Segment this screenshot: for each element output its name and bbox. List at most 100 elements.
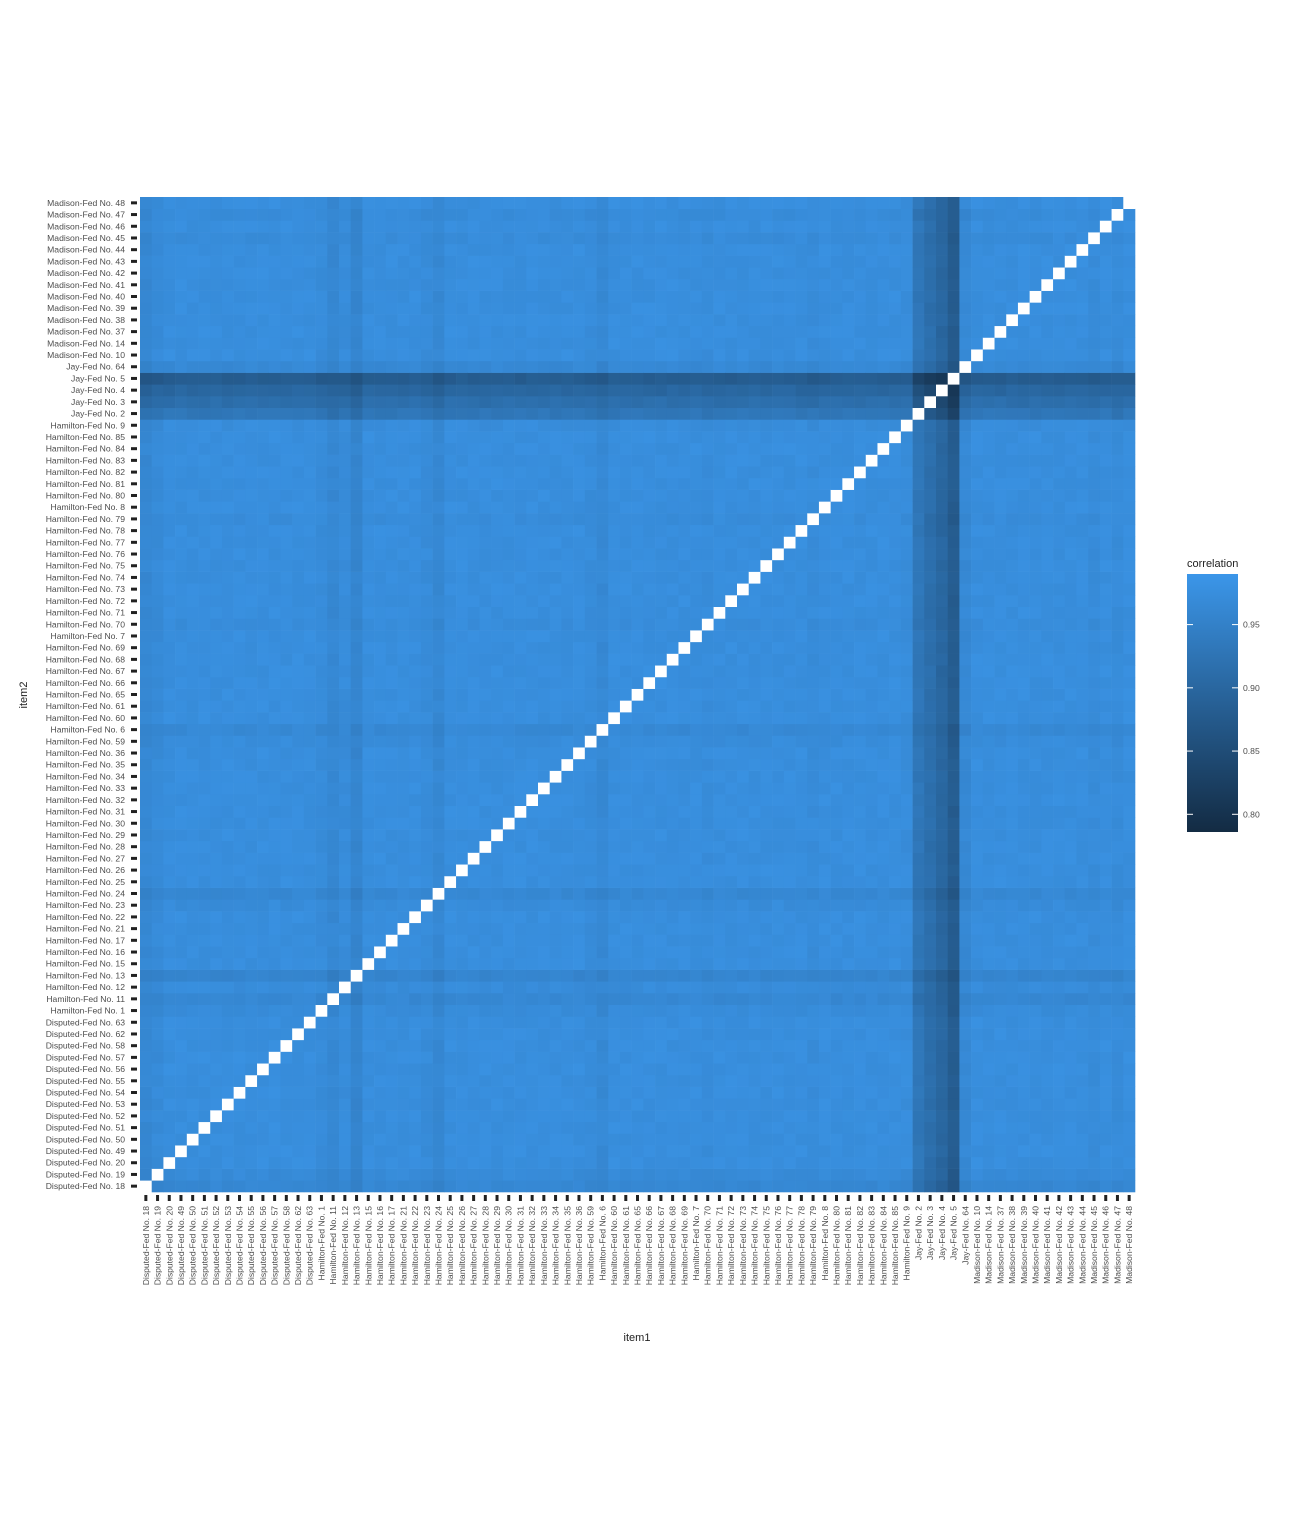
heatmap-cell (619, 325, 632, 338)
heatmap-cell (713, 911, 726, 924)
heatmap-cell (573, 1074, 586, 1087)
heatmap-cell (561, 606, 574, 619)
heatmap-cell (795, 1063, 808, 1076)
heatmap-cell (362, 641, 375, 654)
heatmap-cell (818, 1086, 831, 1099)
heatmap-cell (257, 1098, 270, 1111)
heatmap-cell (596, 1016, 609, 1029)
heatmap-cell (350, 911, 363, 924)
heatmap-cell (584, 1133, 597, 1146)
heatmap-cell (444, 899, 457, 912)
heatmap-cell (210, 747, 223, 760)
heatmap-cell (163, 442, 176, 455)
heatmap-cell (561, 278, 574, 291)
heatmap-cell (444, 712, 457, 725)
heatmap-cell (795, 794, 808, 807)
heatmap-cell (608, 501, 621, 514)
heatmap-cell (748, 1051, 761, 1064)
heatmap-cell (502, 559, 515, 572)
heatmap-cell (163, 735, 176, 748)
heatmap-cell (280, 220, 293, 233)
heatmap-cell (491, 712, 504, 725)
heatmap-cell (245, 852, 258, 865)
heatmap-cell (491, 688, 504, 701)
heatmap-cell (280, 794, 293, 807)
heatmap-cell (608, 583, 621, 596)
heatmap-cell (678, 337, 691, 350)
heatmap-cell (701, 524, 714, 537)
heatmap-cell (257, 946, 270, 959)
heatmap-cell (655, 630, 668, 643)
heatmap-cell (420, 454, 433, 467)
heatmap-cell (397, 396, 410, 409)
heatmap-cell (186, 922, 199, 935)
heatmap-cell (818, 1098, 831, 1111)
heatmap-cell (163, 911, 176, 924)
heatmap-cell (737, 360, 750, 373)
heatmap-cell (175, 747, 188, 760)
heatmap-cell (432, 1086, 445, 1099)
heatmap-cell (748, 583, 761, 596)
heatmap-cell (795, 1074, 808, 1087)
heatmap-cell (280, 899, 293, 912)
heatmap-cell (760, 1039, 773, 1052)
heatmap-cell (526, 407, 539, 420)
heatmap-cell (596, 1086, 609, 1099)
heatmap-cell (818, 583, 831, 596)
heatmap-cell (690, 255, 703, 268)
heatmap-cell (479, 290, 492, 303)
heatmap-cell (420, 1098, 433, 1111)
heatmap-cell (655, 267, 668, 280)
heatmap-cell (737, 349, 750, 362)
heatmap-cell (666, 197, 679, 210)
heatmap-cell (502, 1063, 515, 1076)
heatmap-cell (783, 1145, 796, 1158)
heatmap-cell (596, 1180, 609, 1193)
heatmap-cell (221, 794, 234, 807)
heatmap-cell (526, 267, 539, 280)
heatmap-cell (619, 606, 632, 619)
heatmap-cell (725, 712, 738, 725)
heatmap-cell (350, 501, 363, 514)
heatmap-cell (713, 396, 726, 409)
heatmap-cell (409, 1168, 422, 1181)
heatmap-cell (502, 360, 515, 373)
heatmap-cell (584, 688, 597, 701)
heatmap-cell (198, 805, 211, 818)
heatmap-cell (655, 255, 668, 268)
heatmap-cell (374, 794, 387, 807)
heatmap-cell (502, 1098, 515, 1111)
heatmap-cell (725, 1016, 738, 1029)
heatmap-cell (795, 712, 808, 725)
heatmap-cell (362, 794, 375, 807)
heatmap-cell (561, 864, 574, 877)
heatmap-cell (795, 232, 808, 245)
heatmap-cell (140, 1028, 153, 1041)
heatmap-cell (526, 864, 539, 877)
heatmap-cell (292, 665, 305, 678)
heatmap-cell (737, 396, 750, 409)
heatmap-cell (608, 1074, 621, 1087)
heatmap-cell (140, 618, 153, 631)
heatmap-cell (385, 1156, 398, 1169)
heatmap-cell (538, 922, 551, 935)
heatmap-cell (514, 934, 527, 947)
heatmap-cell (713, 583, 726, 596)
heatmap-cell (608, 1039, 621, 1052)
heatmap-cell (315, 723, 328, 736)
heatmap-cell (479, 700, 492, 713)
heatmap-cell (221, 1180, 234, 1193)
heatmap-cell (690, 548, 703, 561)
heatmap-cell (456, 805, 469, 818)
heatmap-cell (713, 829, 726, 842)
heatmap-cell (362, 278, 375, 291)
heatmap-cell (491, 630, 504, 643)
heatmap-cell (619, 1145, 632, 1158)
heatmap-cell (608, 372, 621, 385)
heatmap-cell (655, 840, 668, 853)
heatmap-cell (327, 946, 340, 959)
heatmap-cell (350, 489, 363, 502)
heatmap-cell (339, 360, 352, 373)
heatmap-cell (526, 431, 539, 444)
heatmap-cell (526, 1063, 539, 1076)
